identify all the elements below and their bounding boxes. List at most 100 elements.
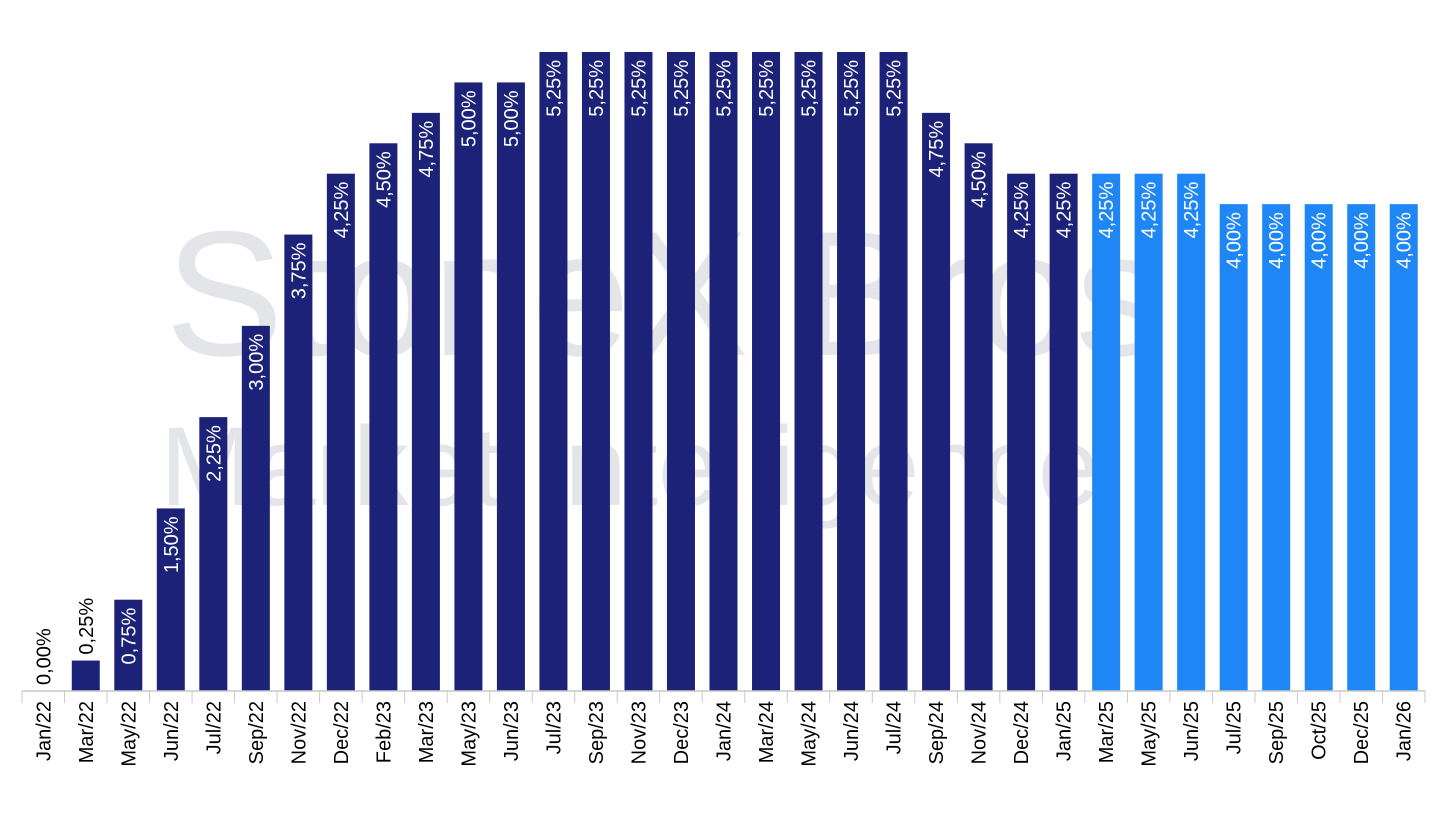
data-label: 4,25% <box>1011 182 1033 239</box>
data-label: 5,25% <box>799 60 821 117</box>
data-label: 5,25% <box>543 60 565 117</box>
x-tick-label: Dec/24 <box>1011 701 1033 764</box>
bar-Sep-25 <box>1262 204 1291 691</box>
data-label: 4,00% <box>1224 212 1246 269</box>
data-label: 0,25% <box>76 598 98 655</box>
x-tick-label: Mar/24 <box>756 701 778 763</box>
data-label: 4,25% <box>1096 182 1118 239</box>
bar-Jun-23 <box>496 82 525 692</box>
data-label: 1,50% <box>161 516 183 573</box>
x-tick-label: Dec/22 <box>331 701 353 764</box>
x-tick-label: Sep/24 <box>926 701 948 764</box>
bar-May-25 <box>1134 173 1163 691</box>
x-tick-label: May/23 <box>458 701 480 767</box>
x-tick-label: Dec/23 <box>671 701 693 764</box>
x-tick-label: Jan/26 <box>1394 701 1416 761</box>
data-label: 3,75% <box>288 242 310 299</box>
bar-Dec-24 <box>1007 173 1036 691</box>
x-tick-label: Feb/23 <box>373 701 395 763</box>
x-tick-label: Jun/25 <box>1181 701 1203 761</box>
data-label: 3,00% <box>246 334 268 391</box>
x-tick-labels-group: Jan/22 Mar/22 May/22 Jun/22 Jul/22 Sep/22 Nov/… <box>33 701 1415 767</box>
x-tick-label: Nov/24 <box>969 701 991 764</box>
x-tick-label: Jun/22 <box>161 701 183 761</box>
bar-May-23 <box>454 82 483 692</box>
data-label: 2,25% <box>203 425 225 482</box>
bar-Jul-23 <box>539 52 568 691</box>
bar-Feb-23 <box>369 143 398 692</box>
bar-Dec-22 <box>326 173 355 691</box>
x-tick-label: May/25 <box>1139 701 1161 767</box>
x-tick-label: Jul/24 <box>884 701 906 754</box>
bar-Dec-23 <box>666 52 695 691</box>
data-label: 4,25% <box>1181 182 1203 239</box>
data-label: 4,00% <box>1266 212 1288 269</box>
x-tick-label: Mar/25 <box>1096 701 1118 763</box>
bar-Sep-22 <box>241 325 270 691</box>
x-tick-label: May/24 <box>799 701 821 767</box>
x-tick-label: Jan/24 <box>714 701 736 761</box>
x-tick-label: Sep/25 <box>1266 701 1288 764</box>
data-label: 5,25% <box>671 60 693 117</box>
x-tick-label: Mar/22 <box>76 701 98 763</box>
data-label: 4,25% <box>331 182 353 239</box>
data-label: 4,50% <box>373 151 395 208</box>
data-label: 5,25% <box>586 60 608 117</box>
bar-Mar-24 <box>752 52 781 691</box>
data-label: 4,00% <box>1394 212 1416 269</box>
data-label: 5,25% <box>841 60 863 117</box>
data-label: 5,25% <box>628 60 650 117</box>
x-tick-label: Jun/23 <box>501 701 523 761</box>
x-tick-label: Jun/24 <box>841 701 863 761</box>
bar-Mar-23 <box>411 112 440 692</box>
bar-Jul-22 <box>199 417 228 691</box>
x-tick-label: Dec/25 <box>1351 701 1373 764</box>
bar-May-22 <box>114 599 143 691</box>
x-tick-label: Jan/22 <box>33 701 55 761</box>
data-label: 5,25% <box>756 60 778 117</box>
bar-May-24 <box>794 52 823 691</box>
data-label: 5,25% <box>884 60 906 117</box>
data-labels-group: 0,00% 0,25% 0,75% 1,50% 2,25% 3,00% 3,75% 4,25%… <box>33 60 1415 685</box>
bar-Jan-26 <box>1389 204 1418 691</box>
data-label: 4,75% <box>926 121 948 178</box>
bar-Sep-23 <box>581 52 610 691</box>
x-tick-label: Sep/23 <box>586 701 608 764</box>
x-tick-label: Jul/22 <box>203 701 225 754</box>
bar-Nov-23 <box>624 52 653 691</box>
bar-Jun-25 <box>1177 173 1206 691</box>
data-label: 4,00% <box>1309 212 1331 269</box>
x-tick-label: Jan/25 <box>1054 701 1076 761</box>
data-label: 4,75% <box>416 121 438 178</box>
bar-Jan-24 <box>709 52 738 691</box>
bar-Dec-25 <box>1347 204 1376 691</box>
data-label: 0,75% <box>118 608 140 665</box>
bars-group <box>71 52 1418 692</box>
data-label: 5,00% <box>458 90 480 147</box>
x-tick-label: Mar/23 <box>416 701 438 763</box>
bar-Jul-25 <box>1219 204 1248 691</box>
x-tick-label: Nov/22 <box>288 701 310 764</box>
x-tick-label: Oct/25 <box>1309 701 1331 760</box>
x-tick-label: Jul/25 <box>1224 701 1246 754</box>
data-label: 5,25% <box>714 60 736 117</box>
bar-Mar-22 <box>71 660 100 691</box>
data-label: 4,00% <box>1351 212 1373 269</box>
x-tick-label: Jul/23 <box>543 701 565 754</box>
bar-Nov-22 <box>284 234 313 691</box>
bar-Jan-25 <box>1049 173 1078 691</box>
data-label: 4,50% <box>969 151 991 208</box>
data-label: 4,25% <box>1139 182 1161 239</box>
bar-Jun-24 <box>837 52 866 691</box>
bar-Jun-22 <box>156 508 185 691</box>
bar-Nov-24 <box>964 143 993 692</box>
bar-Jul-24 <box>879 52 908 691</box>
data-label: 4,25% <box>1054 182 1076 239</box>
data-label: 0,00% <box>33 628 55 685</box>
x-ticks-group <box>21 691 1426 703</box>
bar-Oct-25 <box>1304 204 1333 691</box>
x-tick-label: May/22 <box>118 701 140 767</box>
data-label: 5,00% <box>501 90 523 147</box>
